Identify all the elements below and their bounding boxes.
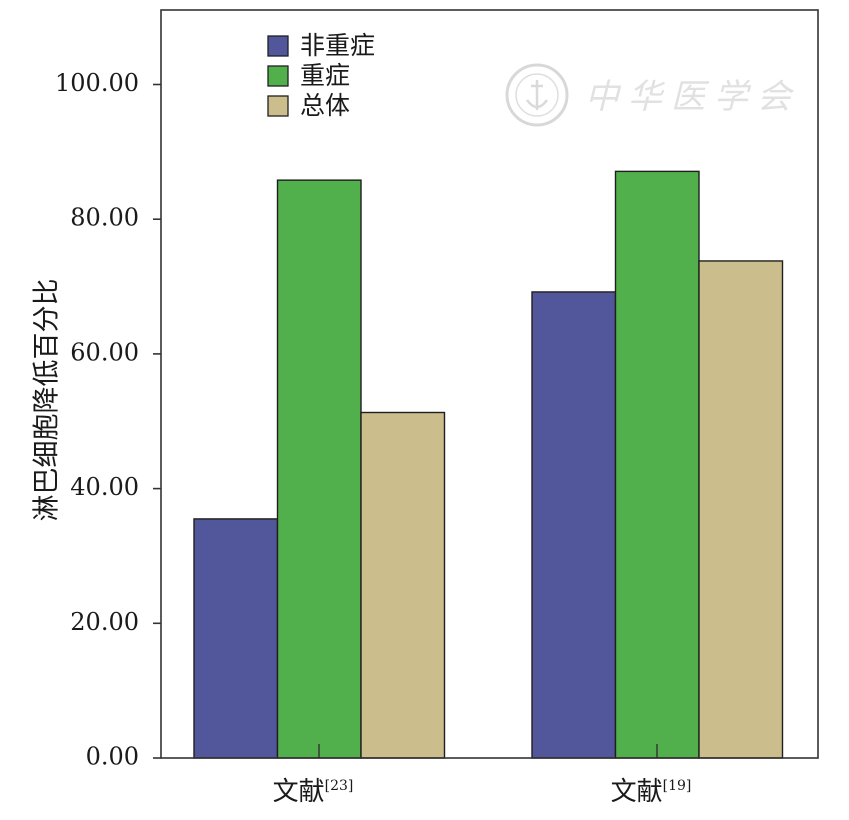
watermark-logo: 中华医学会 xyxy=(505,63,800,127)
bar-2-0 xyxy=(360,411,446,759)
legend-label-0: 非重症 xyxy=(300,31,375,60)
y-tick-label: 0.00 xyxy=(86,743,139,771)
x-category-text: 文献 xyxy=(611,777,663,807)
x-category-sup: [19] xyxy=(663,778,692,794)
y-axis: 0.00 20.00 40.00 60.00 80.00 100.00 xyxy=(55,69,161,771)
y-tick-label: 40.00 xyxy=(70,473,139,501)
y-axis-label: 淋巴细胞降低百分比 xyxy=(32,279,63,522)
legend-label-2: 总体 xyxy=(300,91,350,120)
bar-1-1 xyxy=(614,170,700,759)
y-tick-label: 60.00 xyxy=(70,338,139,366)
legend-label-1: 重症 xyxy=(300,61,350,90)
legend-swatch-0 xyxy=(267,35,289,57)
bar-1-0 xyxy=(276,179,362,759)
legend-swatch-1 xyxy=(267,65,289,87)
bars-group xyxy=(193,170,784,759)
x-axis: 文献[23] 文献[19] xyxy=(273,744,692,807)
y-tick-label: 20.00 xyxy=(70,608,139,636)
watermark-anchor-icon xyxy=(525,80,549,110)
watermark-seal-inner xyxy=(515,73,559,117)
bar-0-1 xyxy=(531,291,617,759)
bar-2-1 xyxy=(698,260,784,759)
legend-swatch-2 xyxy=(267,95,289,117)
y-tick-label: 80.00 xyxy=(70,204,139,232)
watermark-text: 中华医学会 xyxy=(585,77,800,117)
watermark-seal-icon xyxy=(505,63,569,127)
plot-frame xyxy=(160,9,819,759)
x-category-text: 文献 xyxy=(273,777,325,807)
x-category-label: 文献[19] xyxy=(611,777,692,807)
bar-0-0 xyxy=(193,518,279,759)
y-tick-label: 100.00 xyxy=(55,69,139,97)
x-category-label: 文献[23] xyxy=(273,777,354,807)
x-category-sup: [23] xyxy=(325,778,354,794)
